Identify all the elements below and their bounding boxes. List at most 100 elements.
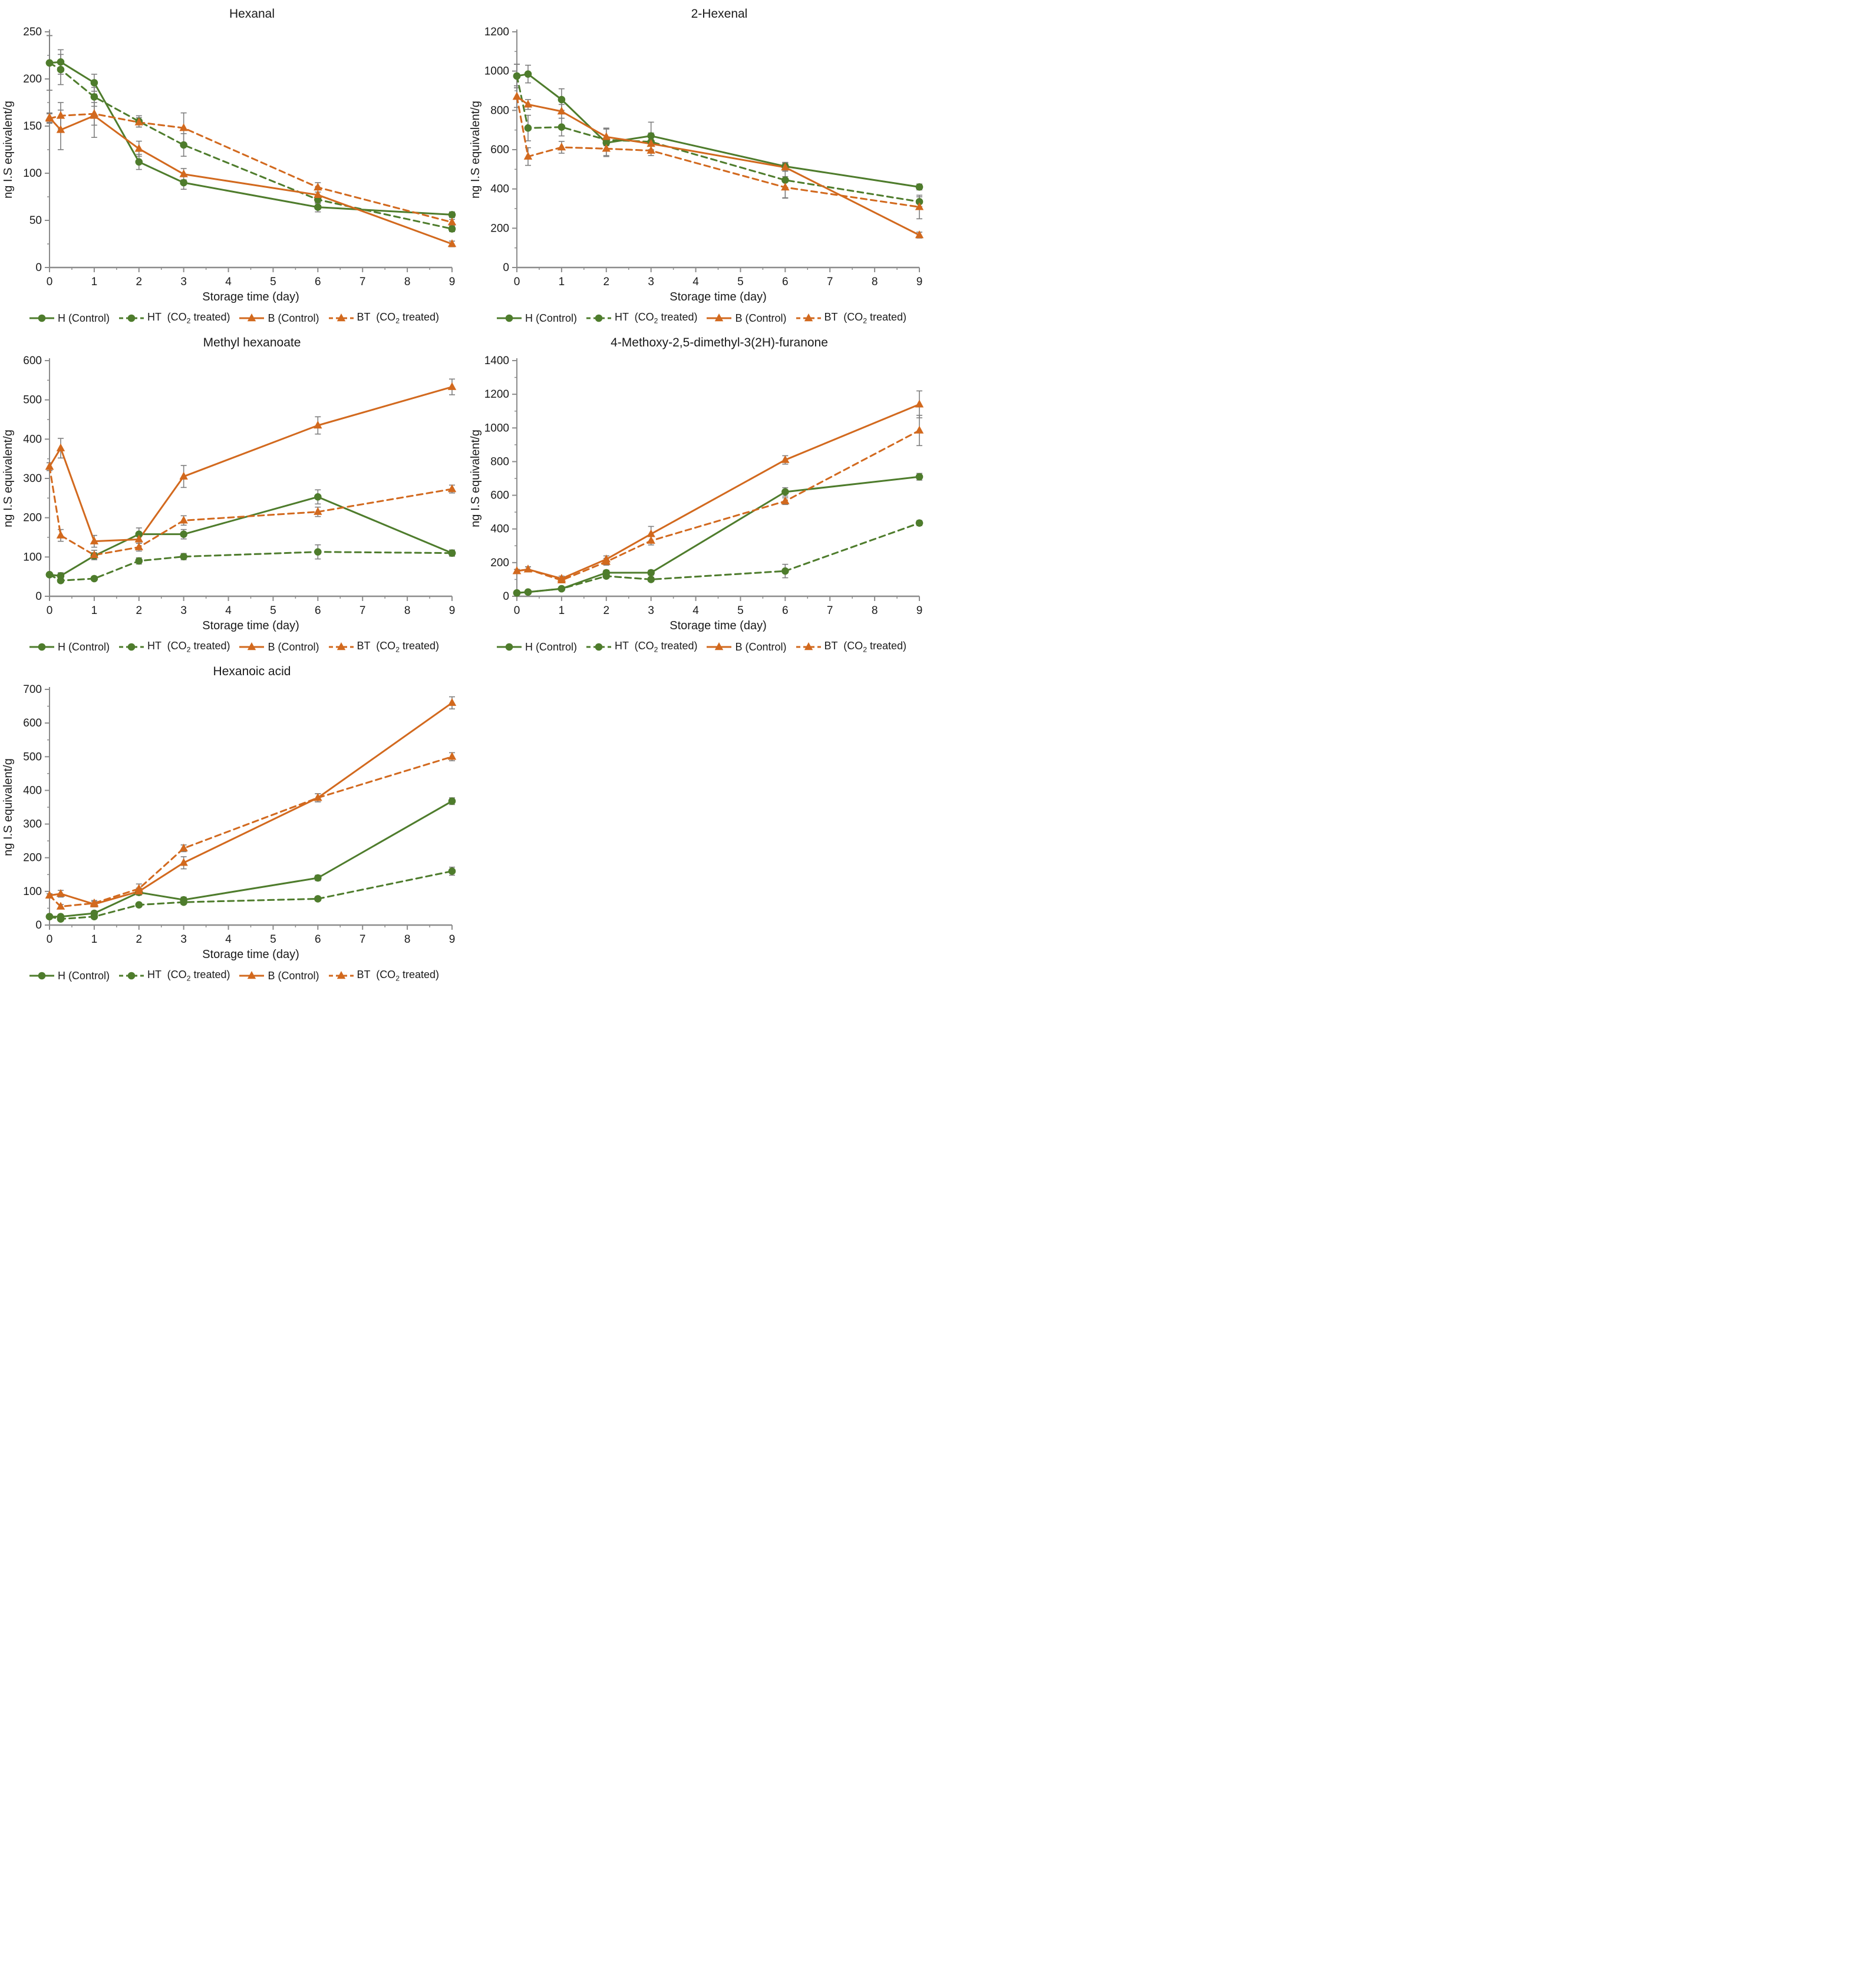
legend-marker-triangle-icon [328,642,354,650]
chart-title-2-hexenal: 2-Hexenal [691,7,748,21]
x-axis-ticks: 0 1 2 3 4 5 6 7 8 9 [47,268,456,288]
y-tick-label: 1400 [484,355,509,367]
data-point-h [135,530,143,538]
data-point-bt [314,183,322,191]
data-point-bt [915,425,924,434]
legend-marker-glyph [505,314,513,322]
legend-marker-circle-icon [118,314,144,322]
data-point-bt [179,516,188,524]
x-tick-label: 5 [270,276,276,288]
y-tick-label: 800 [490,104,509,117]
chart-title-methyl-hexanoate: Methyl hexanoate [203,336,301,349]
x-tick-label: 0 [47,605,53,617]
data-point-bt [134,117,143,126]
series-ht-line [48,551,453,582]
data-point-bt [781,496,790,504]
legend-item-b: B (Control) [238,970,319,982]
legend-item-ht: HT (CO2 treated) [118,640,230,654]
data-point-b [179,471,188,480]
series-h-markers [45,493,456,580]
legend-label-ht: HT (CO2 treated) [147,640,230,654]
x-tick-label: 9 [449,933,456,946]
legend-marker-triangle-icon [328,971,354,979]
data-point-bt [781,183,790,191]
x-tick-label: 9 [916,276,923,288]
x-tick-label: 3 [648,605,654,617]
data-point-h [314,874,322,882]
x-tick-label: 2 [603,276,609,288]
data-point-ht [45,59,54,67]
series-h-line [516,73,921,188]
data-point-ht [602,572,611,580]
x-tick-label: 5 [270,933,276,946]
data-point-h [448,211,456,219]
x-tick-label: 4 [225,605,232,617]
series-b-line [48,386,453,543]
y-axis-label: ng I.S equivalent/g [2,430,15,527]
legend-label-ht: HT (CO2 treated) [614,311,698,325]
data-point-ht [558,123,566,131]
chart-title-hexanal: Hexanal [229,7,275,21]
data-point-ht [524,588,532,596]
series-bt-markers [512,425,924,584]
legend-label-bt: BT (CO2 treated) [357,311,440,325]
axes [516,358,919,597]
x-tick-label: 2 [136,933,142,946]
legend-marker-glyph [38,643,46,651]
legend-marker-circle-icon [586,643,611,651]
legend-marker-glyph [248,971,256,979]
data-point-bt [602,557,611,565]
legend-label-h: H (Control) [57,312,110,324]
data-point-bt [602,144,611,152]
legend-marker-triangle-icon [239,642,265,650]
data-point-b [915,230,924,239]
data-point-bt [314,507,322,515]
data-point-ht [513,72,521,80]
data-point-ht [90,913,98,921]
data-point-ht [314,548,322,556]
data-point-ht [448,225,456,233]
data-point-bt [447,484,457,493]
series-bt-markers [45,462,457,559]
x-tick-label: 5 [737,276,744,288]
y-tick-label: 400 [490,183,509,196]
legend-marker-triangle-icon [328,313,354,322]
data-point-ht [915,198,924,206]
y-tick-label: 150 [23,120,42,133]
x-axis-label: Storage time (day) [669,290,767,303]
data-point-bt [45,462,54,470]
legend-marker-triangle-icon [239,313,265,322]
legend-label-b: B (Control) [735,640,787,653]
y-tick-label: 800 [490,455,509,468]
legend-marker-glyph [337,313,345,322]
data-point-ht [448,549,456,557]
series-ht-markers [45,548,456,584]
y-tick-label: 100 [23,167,42,180]
legend-marker-glyph [505,643,513,651]
data-point-h [180,530,187,538]
data-point-b [647,139,655,147]
legend-item-ht: HT (CO2 treated) [118,969,230,983]
x-tick-label: 9 [449,276,456,288]
data-point-bt [134,542,143,550]
data-point-ht [45,913,54,921]
y-tick-label: 400 [23,433,42,445]
legend-label-ht: HT (CO2 treated) [147,969,230,983]
series-bt-line [48,465,453,556]
data-point-b [647,529,655,537]
data-point-bt [512,92,522,100]
data-point-h [647,569,655,577]
legend-item-b: B (Control) [705,640,787,653]
x-tick-label: 7 [827,276,833,288]
legend-label-bt: BT (CO2 treated) [357,640,440,654]
y-axis-label: ng I.S equivalent/g [2,758,15,856]
error-bars [47,35,455,247]
data-point-bt [179,843,188,851]
data-point-b [134,144,143,152]
legend-marker-glyph [595,643,603,651]
legend-marker-circle-icon [118,643,144,651]
legend-marker-circle-icon [118,972,144,980]
x-tick-label: 4 [225,933,232,946]
y-tick-label: 50 [29,214,42,227]
series-b-markers [45,698,457,907]
